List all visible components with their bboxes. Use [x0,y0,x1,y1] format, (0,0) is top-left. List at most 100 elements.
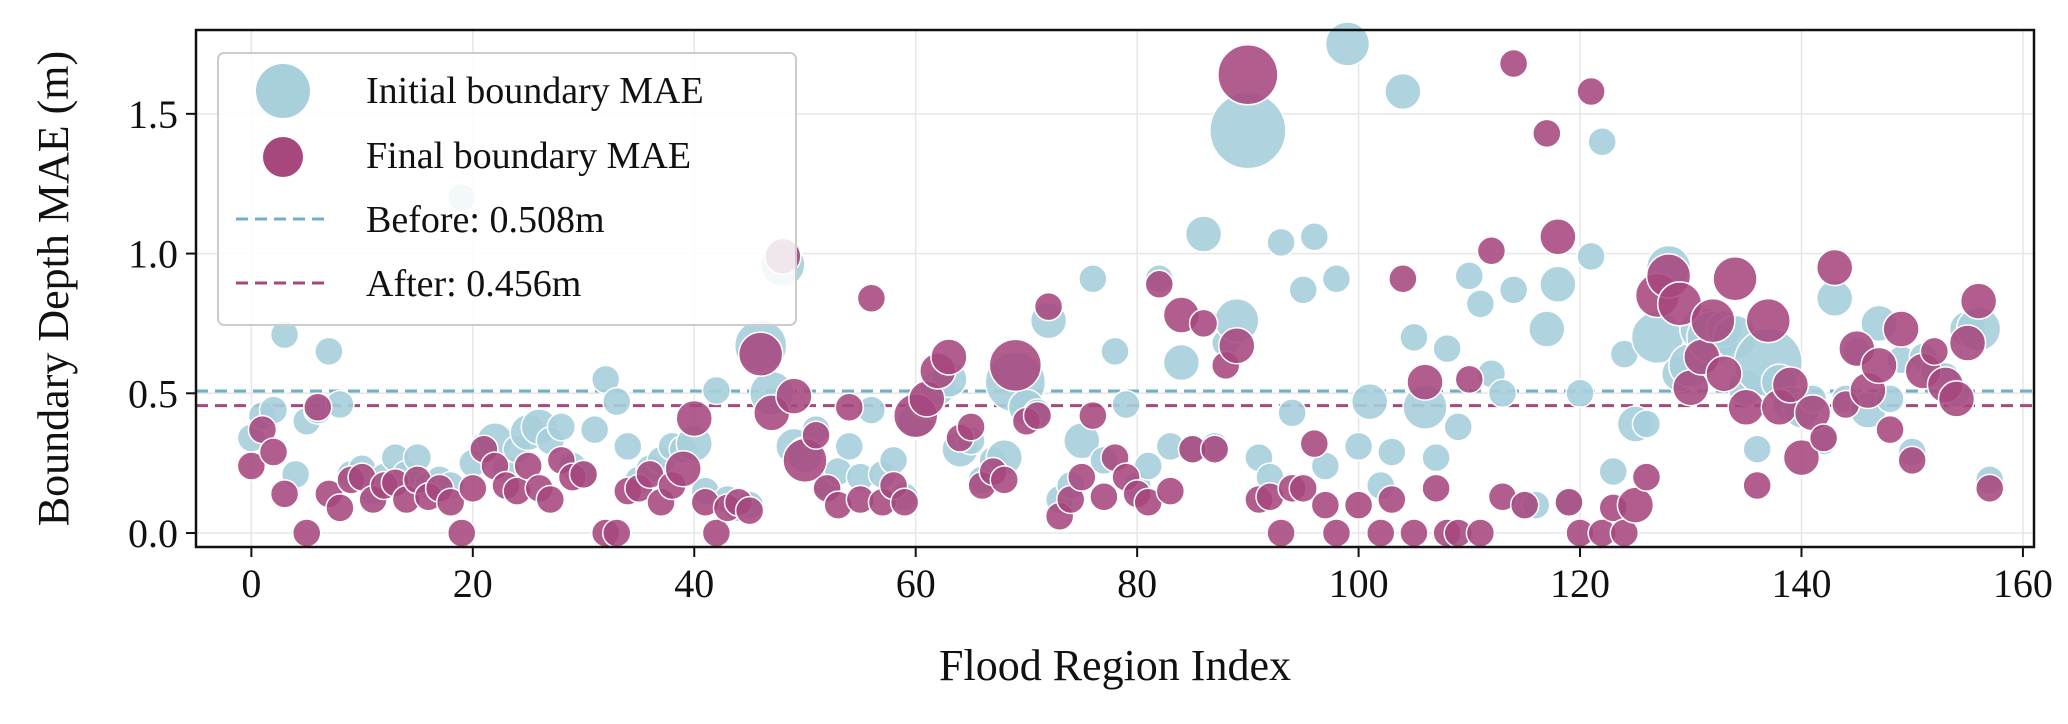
final-point [1388,263,1418,294]
final-point [856,283,887,314]
initial-point [1266,227,1296,258]
initial-point [1321,263,1352,294]
final-point [1377,484,1407,515]
x-axis-label: Flood Region Index [939,641,1291,690]
final-point [1948,324,1987,362]
initial-point [1111,389,1141,420]
final-point [1808,423,1839,453]
final-point [1919,336,1950,367]
final-point [801,420,831,450]
initial-point [1576,241,1606,272]
final-point [1690,297,1736,344]
final-point [1937,380,1976,418]
initial-point [1399,322,1429,353]
final-point [458,473,488,504]
initial-point [1078,263,1108,294]
final-point [1217,43,1279,106]
final-point [1882,310,1920,348]
final-point [1727,388,1765,427]
initial-point [1631,409,1662,439]
initial-point [1288,275,1318,305]
final-point [601,518,632,548]
initial-point [314,336,344,367]
final-point [1288,473,1318,504]
final-point [1465,518,1496,548]
final-point [1782,438,1821,477]
initial-point [1539,265,1577,304]
final-point [1343,490,1374,520]
final-point [1299,428,1330,459]
final-point [1576,76,1606,107]
final-point [1539,218,1577,256]
initial-point [1324,21,1371,67]
x-tick-label: 140 [1771,561,1831,606]
y-tick-label: 1.5 [128,92,178,137]
initial-point [1454,261,1485,291]
final-point [988,338,1043,393]
final-point [1155,476,1186,506]
final-points-series [236,43,2005,548]
final-point [1033,291,1064,322]
final-point [1199,434,1230,464]
x-tick-label: 0 [241,561,261,606]
legend-initial-marker [256,64,310,118]
initial-point [1443,412,1473,442]
initial-point [1465,289,1496,319]
initial-point [1184,215,1223,253]
x-tick-label: 20 [453,561,493,606]
final-point [258,437,289,467]
initial-point [1421,442,1451,473]
x-tick-label: 120 [1550,561,1610,606]
legend-initial-label: Initial boundary MAE [366,70,704,112]
initial-point [1498,275,1529,305]
x-tick-label: 100 [1329,561,1389,606]
final-point [1860,346,1898,385]
final-point [1815,248,1854,287]
initial-point [1487,378,1518,409]
final-point [1078,400,1108,431]
final-point [1188,308,1219,339]
x-tick-label: 160 [1993,561,2053,606]
y-tick-label: 0.5 [128,371,178,416]
legend: Initial boundary MAE Final boundary MAE … [217,52,797,326]
legend-final-label: Final boundary MAE [366,135,691,177]
final-point [930,338,968,376]
final-point [1089,481,1119,512]
final-point [1144,269,1175,300]
final-point [1022,400,1053,431]
final-point [1897,445,1927,476]
final-point [1771,366,1810,404]
x-tick-label: 40 [674,561,714,606]
initial-point [834,431,865,462]
final-point [1421,473,1451,504]
final-point [1476,236,1507,266]
final-point [737,331,784,377]
initial-point [1587,127,1617,157]
final-point [956,412,986,442]
final-point [675,399,714,438]
initial-point [1350,382,1389,421]
final-point [1742,470,1772,501]
final-point [269,479,300,509]
final-point [1974,473,2005,504]
final-point [664,450,702,488]
initial-point [1299,222,1330,252]
final-point [989,465,1020,495]
x-tick-label: 60 [896,561,936,606]
legend-box [217,52,797,326]
legend-before-label: Before: 0.508m [366,199,605,241]
final-point [1218,327,1256,365]
final-point [889,487,920,518]
initial-point [1343,431,1374,462]
final-point [1266,518,1296,548]
final-point [1554,487,1584,518]
final-point [1745,297,1792,344]
final-point [1959,282,1998,320]
x-tick-label: 80 [1117,561,1157,606]
final-point [734,495,765,526]
final-point [701,518,732,548]
initial-point [613,431,643,462]
final-point [236,451,267,481]
initial-point [1384,72,1422,111]
